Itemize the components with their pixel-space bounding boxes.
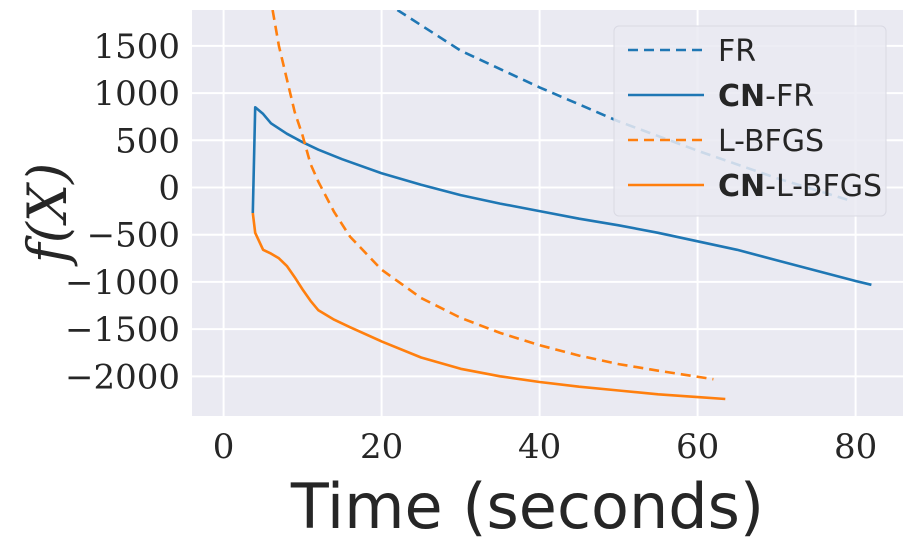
y-tick-labels: 1500 1000 500 0 −500 −1000 −1500 −2000: [65, 27, 180, 397]
legend-label: L-BFGS: [718, 124, 824, 159]
x-tick-labels: 0 20 40 60 80: [213, 427, 877, 467]
x-tick-label: 60: [676, 427, 719, 467]
y-axis-label: f(X): [16, 163, 79, 268]
y-tick-label: 1000: [93, 74, 180, 114]
series-line-cn-l-bfgs: [251, 212, 726, 401]
y-tick-label: 1500: [93, 27, 180, 67]
x-tick-label: 0: [213, 427, 235, 467]
legend-label: FR: [718, 34, 756, 69]
x-tick-label: 40: [518, 427, 561, 467]
legend-box: [613, 25, 887, 217]
legend-label: CN-FR: [718, 79, 814, 114]
y-tick-label: −500: [87, 216, 180, 256]
y-tick-label: 500: [115, 121, 180, 161]
y-tick-label: −1500: [65, 310, 180, 350]
legend-label: CN-L-BFGS: [718, 169, 882, 204]
series-line-l-bfgs: [271, 10, 714, 381]
x-axis-label: Time (seconds): [290, 470, 764, 543]
y-tick-label: −2000: [65, 357, 180, 397]
y-tick-label: 0: [158, 169, 180, 209]
series-line-cn-fr: [251, 106, 872, 287]
y-tick-label: −1000: [65, 263, 180, 303]
x-tick-label: 80: [834, 427, 877, 467]
x-tick-label: 20: [360, 427, 403, 467]
legend: FR CN-FR L-BFGS CN-L-BFGS: [613, 25, 887, 217]
